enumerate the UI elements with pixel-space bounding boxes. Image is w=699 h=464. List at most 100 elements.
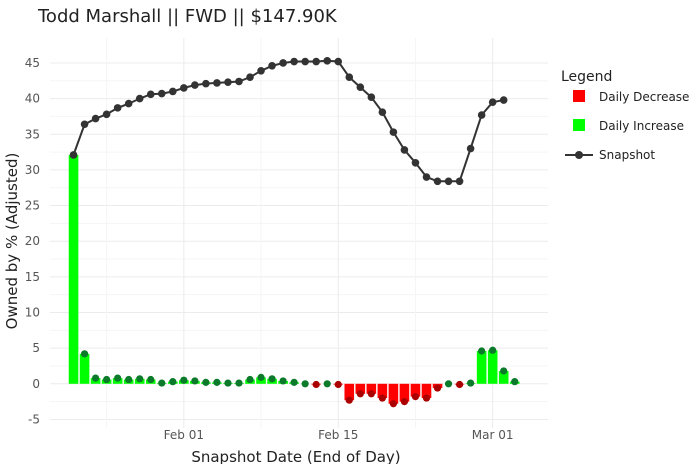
legend-snapshot-label: Snapshot (599, 148, 655, 162)
y-tick-label: -5 (28, 412, 40, 426)
decrease-point (345, 396, 353, 404)
increase-point (500, 367, 508, 375)
y-tick-label: 45 (25, 56, 40, 70)
snapshot-point (499, 96, 508, 104)
increase-bar (68, 154, 79, 384)
decrease-point (433, 384, 442, 392)
snapshot-point (113, 104, 122, 112)
decrease-point (389, 400, 397, 408)
snapshot-point (455, 177, 464, 186)
snapshot-point (378, 108, 387, 116)
decrease-point (356, 390, 364, 398)
x-tick-label: Mar 01 (472, 428, 514, 442)
increase-point (80, 350, 89, 358)
decrease-point (312, 380, 320, 389)
snapshot-point (180, 84, 188, 92)
increase-point (467, 379, 475, 387)
snapshot-point (124, 99, 133, 108)
y-tick-label: 35 (25, 127, 40, 141)
increase-point (224, 379, 232, 387)
decrease-point (367, 390, 375, 398)
increase-point (103, 375, 111, 384)
increase-point (136, 375, 144, 383)
decrease-point (400, 398, 409, 406)
increase-point (169, 378, 177, 386)
decrease-bar (355, 383, 366, 394)
snapshot-point (213, 79, 221, 87)
y-tick-label: 15 (25, 270, 40, 284)
increase-point (213, 378, 221, 386)
snapshot-point (202, 79, 210, 88)
legend-increase-swatch (573, 119, 585, 131)
legend-title: Legend (561, 69, 612, 85)
snapshot-point (389, 128, 398, 136)
snapshot-point (444, 177, 453, 186)
x-tick-labels: Feb 01 Feb 15 Mar 01 (164, 428, 514, 442)
snapshot-line-layer (69, 57, 508, 186)
increase-point (290, 378, 298, 386)
x-tick-label: Feb 15 (318, 428, 358, 442)
increase-point (125, 375, 133, 384)
legend-decrease-label: Daily Decrease (599, 90, 689, 104)
snapshot-point (146, 90, 155, 99)
legend-decrease-swatch (573, 90, 585, 102)
legend-increase-label: Daily Increase (599, 119, 684, 133)
decrease-point (334, 380, 342, 389)
snapshot-point (334, 57, 343, 66)
increase-point (191, 377, 199, 385)
decrease-bar (410, 383, 421, 397)
snapshot-point (345, 73, 354, 82)
snapshot-point (91, 114, 100, 123)
snapshot-point (411, 158, 420, 167)
snapshot-point (433, 177, 442, 186)
increase-point (489, 346, 497, 354)
increase-point (257, 373, 265, 381)
increase-point (246, 375, 254, 384)
snapshot-point (312, 57, 320, 66)
increase-point (180, 376, 188, 384)
grid (50, 38, 548, 428)
snapshot-point (169, 87, 177, 96)
x-tick-label: Feb 01 (164, 428, 204, 442)
decrease-point (422, 394, 431, 402)
snapshot-point (477, 111, 486, 119)
increase-point (323, 380, 331, 388)
snapshot-point (279, 59, 287, 67)
y-tick-label: 40 (25, 92, 40, 106)
snapshot-point (257, 66, 265, 75)
snapshot-point (69, 151, 78, 159)
snapshot-point (80, 120, 89, 129)
decrease-bar (366, 383, 377, 394)
increase-point (444, 380, 453, 388)
decrease-bar (421, 383, 432, 399)
snapshot-point (235, 77, 243, 86)
snapshot-point (466, 144, 475, 153)
decrease-point (378, 394, 386, 402)
snapshot-point (246, 73, 254, 82)
y-tick-labels: -5 0 5 10 15 20 25 30 35 40 45 (25, 56, 40, 426)
y-tick-label: 30 (25, 163, 40, 177)
snapshot-point (290, 57, 298, 66)
increase-point (147, 375, 155, 384)
y-tick-label: 10 (25, 305, 40, 319)
chart-title: Todd Marshall || FWD || $147.90K (37, 6, 338, 27)
y-tick-label: 5 (32, 341, 40, 355)
increase-point (478, 347, 486, 355)
snapshot-point (268, 62, 276, 70)
y-tick-label: 0 (32, 377, 40, 391)
decrease-point (455, 380, 464, 389)
increase-point (235, 379, 243, 387)
y-axis-title: Owned by % (Adjusted) (3, 153, 21, 330)
increase-point (301, 380, 309, 388)
snapshot-point (102, 110, 111, 119)
increase-bar (498, 370, 509, 384)
x-axis-title: Snapshot Date (End of Day) (191, 448, 400, 464)
snapshot-point (191, 81, 199, 89)
increase-point (114, 374, 122, 382)
increase-bar (487, 350, 498, 384)
y-tick-label: 25 (25, 199, 40, 213)
snapshot-line (72, 59, 504, 183)
decrease-bar (377, 383, 388, 399)
increase-point (91, 374, 100, 382)
